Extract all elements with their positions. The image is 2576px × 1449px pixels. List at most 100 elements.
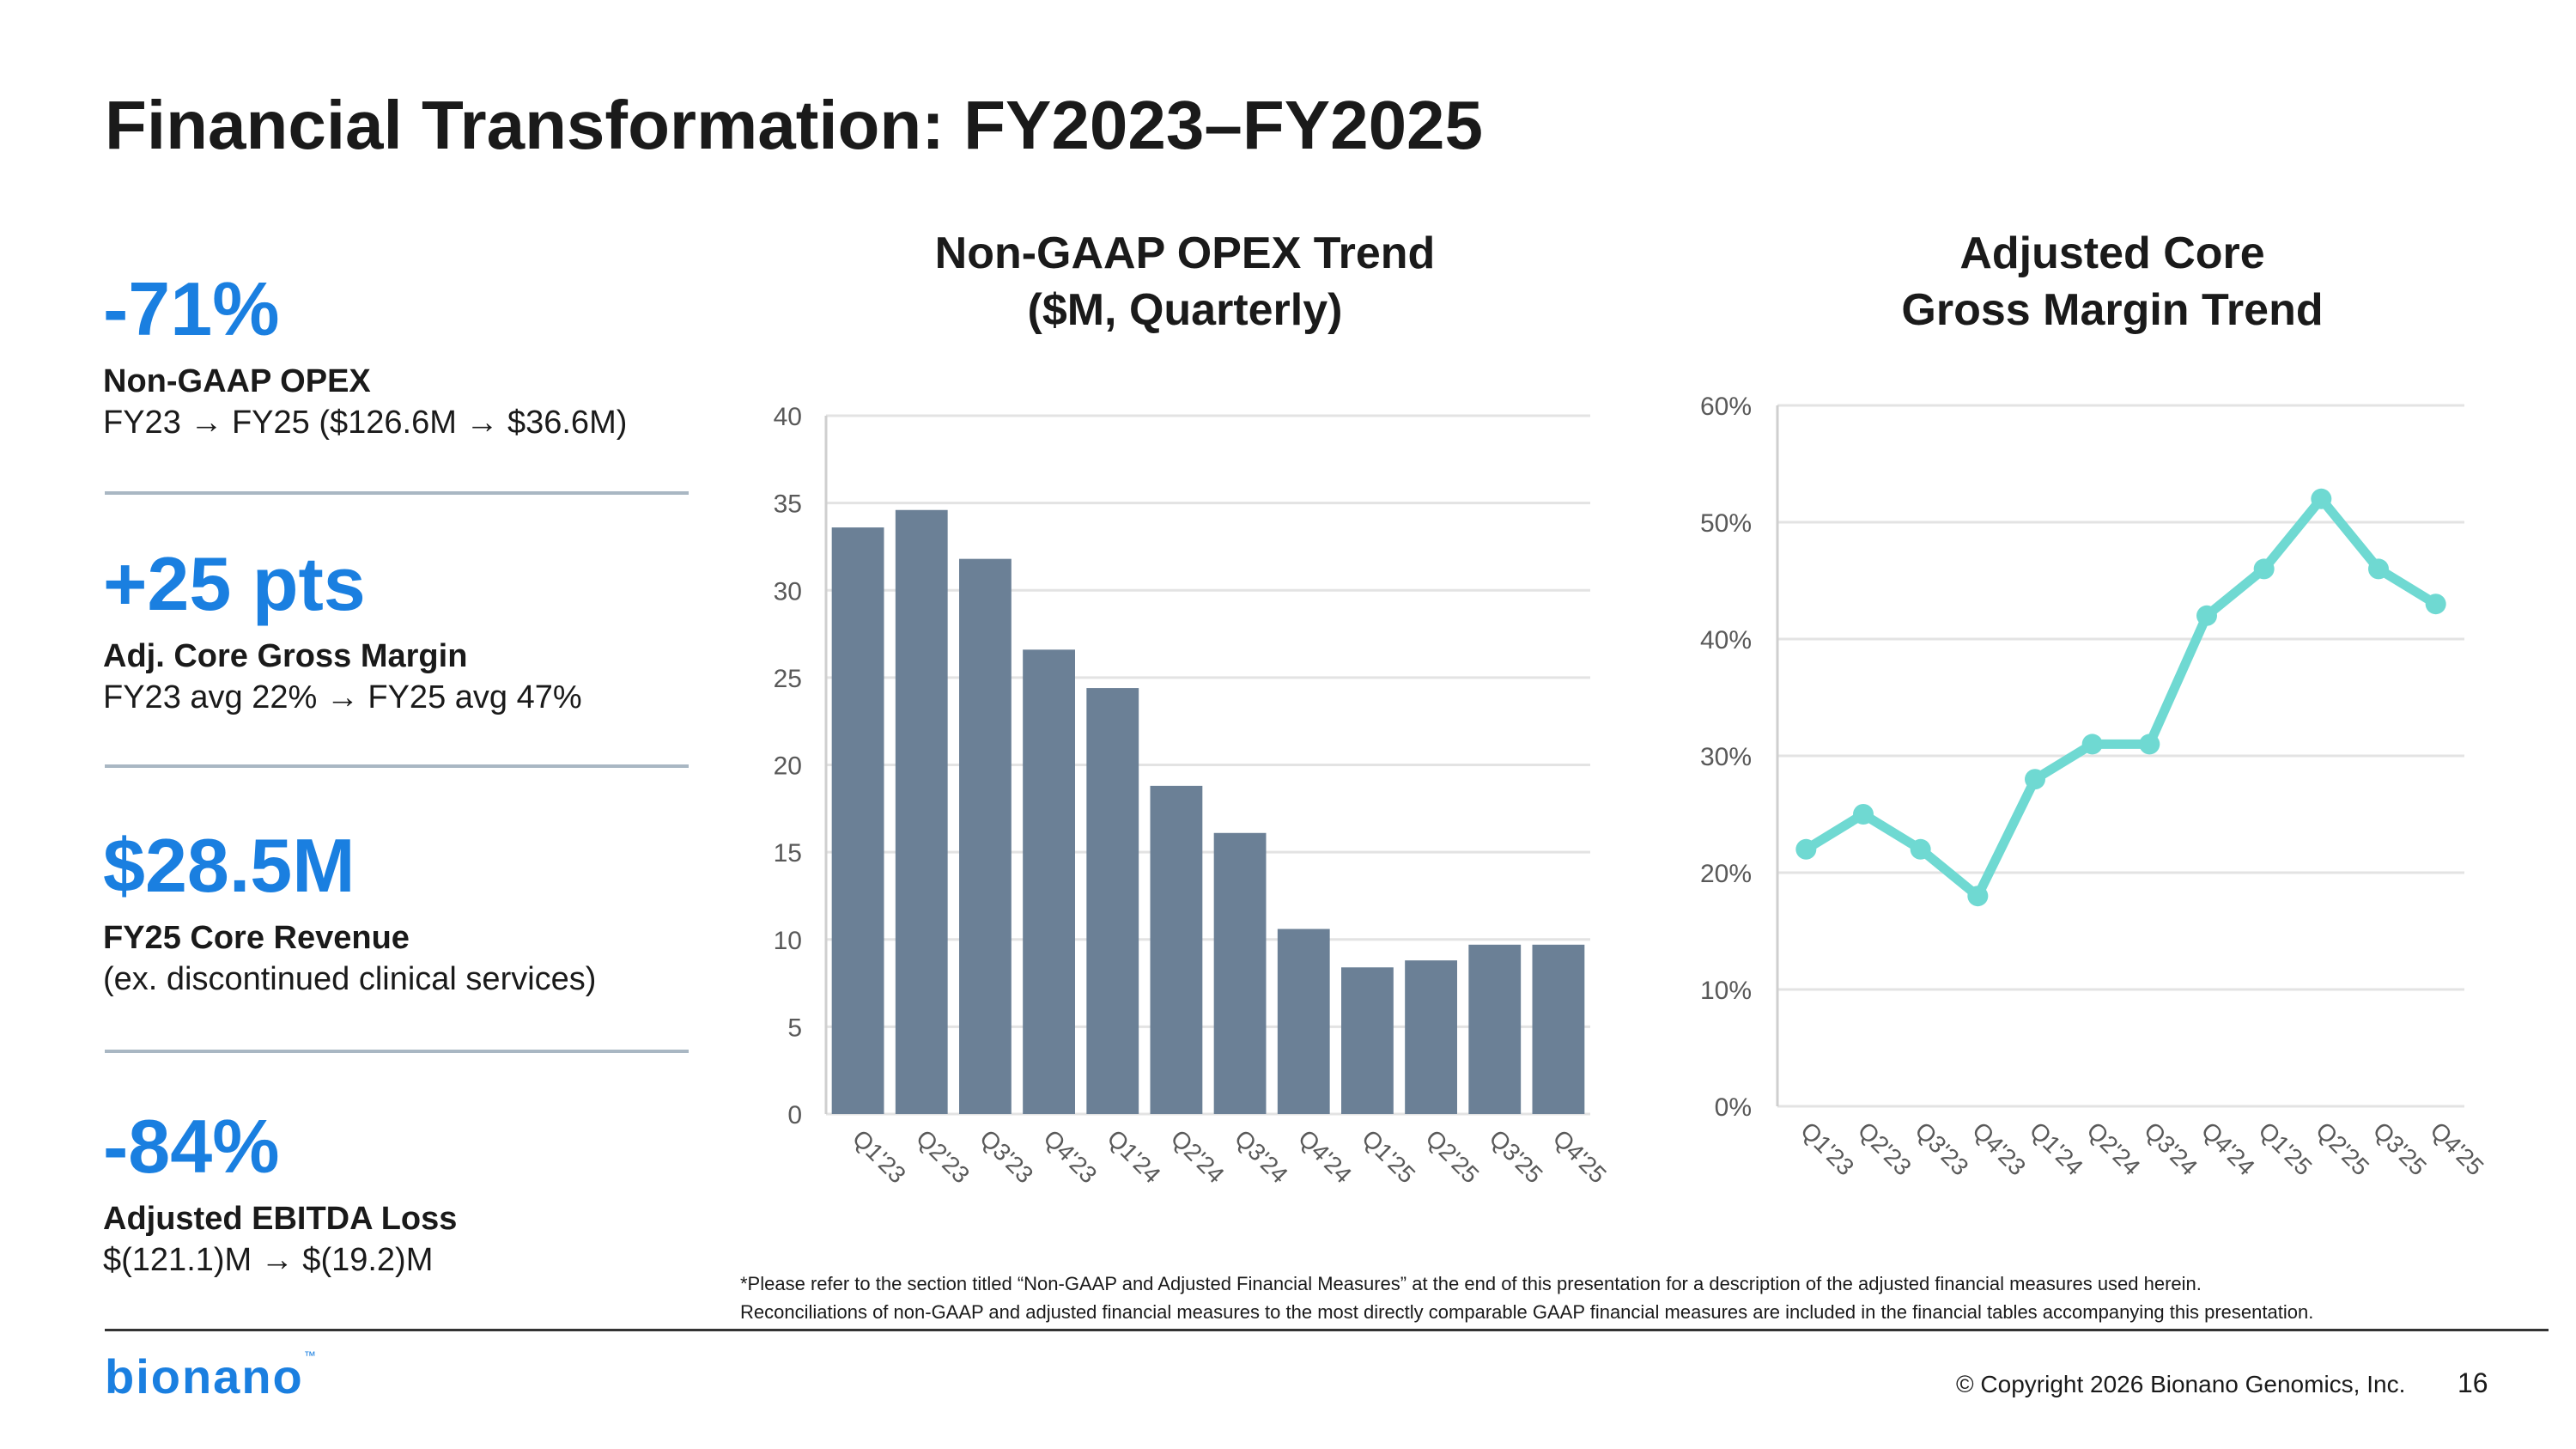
footnote: *Please refer to the section titled “Non… xyxy=(740,1269,2313,1326)
kpi-divider xyxy=(105,1050,689,1053)
kpi-label: FY25 Core Revenue xyxy=(103,920,410,956)
y-tick-label: 10 xyxy=(774,927,802,955)
opex-bar xyxy=(1086,688,1139,1114)
y-tick-label: 40% xyxy=(1700,626,1752,654)
opex-bar xyxy=(1277,928,1330,1114)
x-tick-label: Q1'23 xyxy=(848,1124,911,1188)
opex-chart-title-line1: Non-GAAP OPEX Trend xyxy=(934,228,1436,278)
y-tick-label: 30% xyxy=(1700,743,1752,771)
opex-bar xyxy=(831,527,884,1114)
x-tick-label: Q3'24 xyxy=(2139,1117,2202,1180)
x-tick-label: Q3'25 xyxy=(2368,1117,2432,1180)
x-tick-label: Q3'23 xyxy=(975,1124,1038,1188)
x-tick-label: Q1'25 xyxy=(2253,1117,2317,1180)
opex-chart-title: Non-GAAP OPEX Trend ($M, Quarterly) xyxy=(799,225,1571,338)
x-tick-label: Q2'23 xyxy=(1853,1117,1917,1180)
kpi-ebitda: -84% Adjusted EBITDA Loss $(121.1)M → $(… xyxy=(103,1104,696,1281)
kpi-label: Adj. Core Gross Margin xyxy=(103,638,468,674)
y-tick-label: 30 xyxy=(774,577,802,606)
gross-margin-point xyxy=(1795,838,1817,860)
x-tick-label: Q2'24 xyxy=(2081,1117,2145,1180)
kpi-value: +25 pts xyxy=(103,541,366,626)
kpi-label: Adjusted EBITDA Loss xyxy=(103,1201,458,1237)
y-tick-label: 20% xyxy=(1700,860,1752,888)
gross-margin-point xyxy=(1853,804,1874,825)
opex-bar xyxy=(1405,960,1457,1114)
opex-bar xyxy=(1468,944,1522,1114)
margin-chart-title: Adjusted Core Gross Margin Trend xyxy=(1726,225,2499,338)
y-tick-label: 25 xyxy=(774,665,802,693)
opex-bar xyxy=(1532,944,1585,1114)
x-tick-label: Q4'25 xyxy=(2425,1117,2488,1180)
y-tick-label: 40 xyxy=(774,403,802,431)
kpi-label: Non-GAAP OPEX xyxy=(103,363,371,399)
opex-bar xyxy=(1341,967,1394,1114)
gross-margin-point xyxy=(2139,734,2160,755)
kpi-divider xyxy=(105,764,689,768)
footer-divider xyxy=(105,1329,2549,1331)
x-tick-label: Q1'25 xyxy=(1357,1124,1420,1188)
kpi-subtext: (ex. discontinued clinical services) xyxy=(103,961,597,997)
page-title: Financial Transformation: FY2023–FY2025 xyxy=(105,87,1484,163)
gross-margin-point xyxy=(2025,769,2045,790)
kpi-opex: -71% Non-GAAP OPEX FY23 → FY25 ($126.6M … xyxy=(103,266,696,443)
x-tick-label: Q2'24 xyxy=(1166,1124,1230,1188)
kpi-value: $28.5M xyxy=(103,823,355,908)
gross-margin-point xyxy=(2425,594,2446,615)
opex-bar xyxy=(1213,832,1267,1114)
x-tick-label: Q2'25 xyxy=(1420,1124,1484,1188)
bionano-logo: bionano™ xyxy=(105,1349,318,1404)
logo-trademark: ™ xyxy=(303,1349,318,1362)
x-tick-label: Q3'23 xyxy=(1910,1117,1973,1180)
x-tick-label: Q3'25 xyxy=(1485,1124,1548,1188)
x-tick-label: Q4'24 xyxy=(2196,1117,2260,1180)
margin-chart-title-line2: Gross Margin Trend xyxy=(1901,285,2324,335)
logo-text: bionano xyxy=(105,1349,304,1403)
kpi-divider xyxy=(105,491,689,495)
x-tick-label: Q1'23 xyxy=(1795,1117,1859,1180)
kpi-core-revenue: $28.5M FY25 Core Revenue (ex. discontinu… xyxy=(103,823,696,1000)
y-tick-label: 5 xyxy=(787,1014,802,1042)
gross-margin-point xyxy=(2311,488,2332,509)
gross-margin-point xyxy=(2368,558,2389,580)
kpi-value: -84% xyxy=(103,1104,280,1189)
y-tick-label: 20 xyxy=(774,752,802,781)
gross-margin-point xyxy=(1910,838,1931,860)
y-tick-label: 35 xyxy=(774,490,802,519)
y-tick-label: 0% xyxy=(1715,1093,1752,1122)
gross-margin-line xyxy=(1801,494,2441,901)
y-tick-label: 15 xyxy=(774,839,802,868)
copyright: © Copyright 2026 Bionano Genomics, Inc. xyxy=(1956,1371,2406,1397)
x-tick-label: Q4'25 xyxy=(1548,1124,1612,1188)
kpi-gross-margin: +25 pts Adj. Core Gross Margin FY23 avg … xyxy=(103,541,696,718)
opex-chart-title-line2: ($M, Quarterly) xyxy=(1027,285,1343,335)
y-tick-label: 10% xyxy=(1700,977,1752,1005)
x-tick-label: Q4'23 xyxy=(1038,1124,1102,1188)
margin-chart-title-line1: Adjusted Core xyxy=(1959,228,2265,278)
opex-bar xyxy=(959,558,1012,1114)
opex-bar xyxy=(1150,785,1203,1114)
page-number: 16 xyxy=(2458,1367,2488,1398)
opex-bar xyxy=(1023,649,1075,1114)
x-tick-label: Q4'23 xyxy=(1967,1117,2031,1180)
x-tick-label: Q4'24 xyxy=(1293,1124,1357,1188)
gross-margin-point xyxy=(2196,605,2217,626)
x-tick-label: Q2'23 xyxy=(911,1124,975,1188)
kpi-value: -71% xyxy=(103,266,280,351)
x-tick-label: Q2'25 xyxy=(2311,1117,2374,1180)
y-tick-label: 50% xyxy=(1700,509,1752,538)
y-tick-label: 0 xyxy=(787,1101,802,1129)
gross-margin-point xyxy=(2081,734,2103,755)
y-tick-label: 60% xyxy=(1700,393,1752,421)
x-tick-label: Q1'24 xyxy=(2025,1117,2088,1180)
kpi-subtext: $(121.1)M → $(19.2)M xyxy=(103,1242,434,1278)
gross-margin-point xyxy=(1967,886,1989,907)
footnote-line: Reconciliations of non-GAAP and adjusted… xyxy=(740,1301,2314,1323)
kpi-subtext: FY23 → FY25 ($126.6M → $36.6M) xyxy=(103,405,628,441)
opex-bar xyxy=(895,509,948,1114)
x-tick-label: Q1'24 xyxy=(1103,1124,1166,1188)
gross-margin-point xyxy=(2253,558,2275,580)
footnote-line: *Please refer to the section titled “Non… xyxy=(740,1273,2202,1294)
x-tick-label: Q3'24 xyxy=(1230,1124,1293,1188)
